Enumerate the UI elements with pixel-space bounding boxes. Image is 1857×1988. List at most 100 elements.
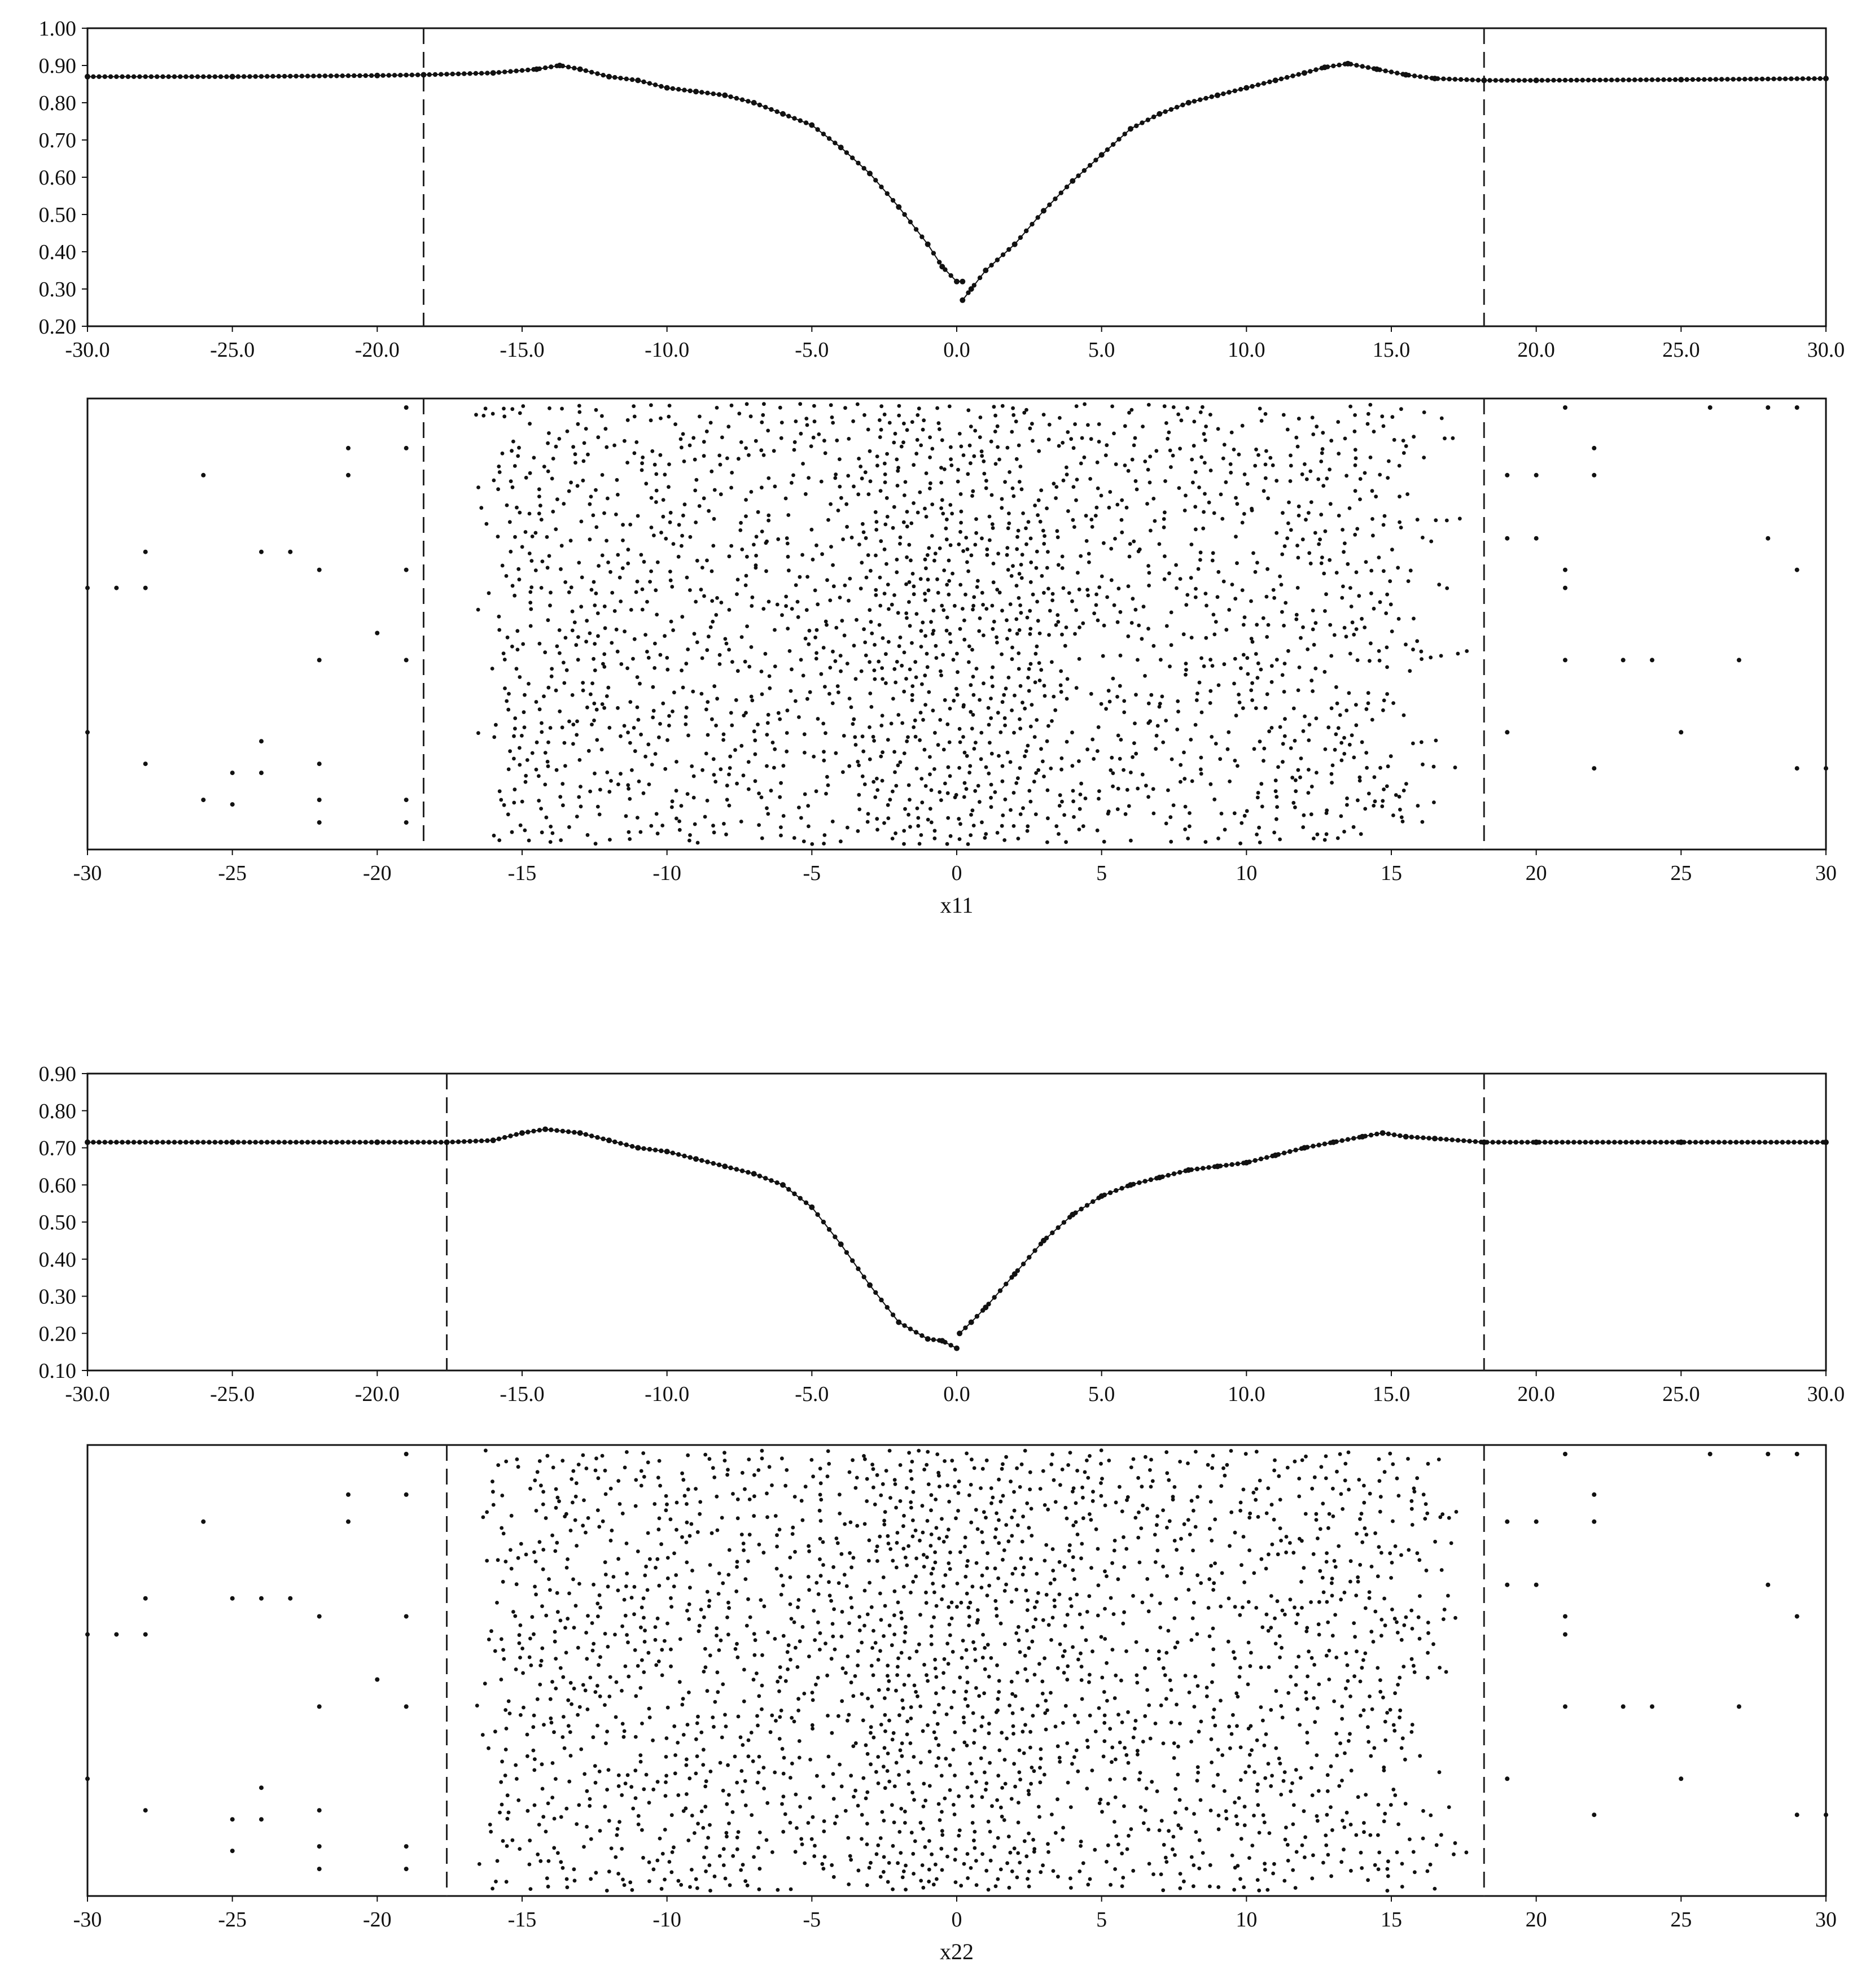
scatter-point [984,1458,989,1462]
scatter-point [507,520,512,524]
scatter-point [1124,1753,1129,1757]
scatter-point [1079,1678,1084,1682]
scatter-point [605,538,608,543]
scatter-point [1074,686,1079,690]
scatter-point [1359,1714,1363,1718]
outlier-point [1592,445,1597,450]
scatter-point [1338,1452,1342,1456]
scatter-point [550,1533,554,1538]
scatter-point [856,1803,860,1808]
scatter-point [932,829,937,833]
scatter-point [1273,789,1278,794]
scatter-point [1266,1628,1271,1633]
scatter-point [1206,1606,1211,1610]
scatter-point [1136,658,1140,662]
scatter-point [1352,1621,1356,1626]
scatter-point [634,590,638,594]
data-point [242,1140,247,1145]
scatter-point [667,462,671,466]
data-point [595,1135,600,1140]
scatter-point [761,413,765,417]
outlier-point [1505,730,1510,735]
scatter-point [1317,1600,1321,1604]
scatter-point [1343,436,1347,441]
scatter-point [1024,526,1028,531]
scatter-point [984,1788,988,1792]
data-point [317,73,322,78]
scatter-point [1212,1707,1216,1712]
scatter-point [826,1449,830,1453]
scatter-point [901,1524,905,1529]
data-point [809,1204,815,1210]
scatter-point [1295,1612,1300,1617]
scatter-point [962,1740,967,1745]
data-point [664,1149,670,1155]
scatter-point [1293,1459,1297,1464]
data-point [1597,77,1602,82]
scatter-point [646,655,651,660]
scatter-point [1127,804,1131,808]
scatter-point [668,570,672,573]
scatter-point [1122,1804,1126,1809]
scatter-point [1202,432,1206,436]
scatter-point [746,1559,750,1564]
scatter-point [537,799,541,803]
scatter-point [553,1549,558,1553]
scatter-point [1030,1766,1034,1770]
scatter-point [564,1566,569,1570]
scatter-point [883,1729,887,1733]
scatter-point [1109,1596,1113,1600]
scatter-point [788,1602,792,1606]
scatter-point [851,1744,856,1749]
scatter-point [1065,1678,1070,1682]
scatter-point [760,420,764,424]
scatter-point [637,780,641,783]
scatter-point [1122,699,1127,703]
scatter-point [702,440,706,444]
scatter-point [1342,830,1346,834]
scatter-point [1364,1532,1369,1537]
scatter-point [1105,595,1109,599]
scatter-point [1080,436,1084,440]
scatter-point [1347,506,1352,510]
scatter-point [913,660,918,664]
scatter-point [868,449,872,453]
x-tick-label: -25.0 [210,338,255,362]
scatter-point [1328,502,1333,506]
scatter-point [629,608,633,612]
scatter-point [564,668,569,672]
scatter-point [518,746,522,750]
scatter-point [1442,1608,1447,1612]
outlier-point [404,405,409,410]
scatter-point [1289,1674,1293,1679]
scatter-point [1163,479,1167,483]
scatter-point [546,685,551,690]
scatter-point [799,658,803,662]
data-point [966,290,971,295]
scatter-point [784,594,789,599]
data-point [1148,1177,1154,1183]
scatter-point [996,445,1000,449]
scatter-point [726,1632,730,1637]
scatter-point [786,1643,791,1648]
scatter-point [1198,558,1202,562]
data-point [1644,77,1649,82]
scatter-point [920,682,924,686]
scatter-point [527,1655,532,1659]
scatter-point [892,750,896,754]
scatter-point [973,428,978,433]
scatter-point [527,511,532,516]
scatter-point [791,1525,795,1530]
scatter-point [1110,1561,1114,1565]
scatter-point [760,1456,764,1461]
scatter-point [914,1649,919,1654]
scatter-point [1014,1631,1019,1635]
data-point [270,1140,275,1145]
scatter-point [963,1697,967,1701]
scatter-point [1103,1606,1107,1611]
scatter-point [1028,1745,1032,1750]
data-point [757,1173,763,1179]
scatter-point [909,1591,913,1595]
scatter-point [731,1492,735,1496]
scatter-point [630,768,634,772]
